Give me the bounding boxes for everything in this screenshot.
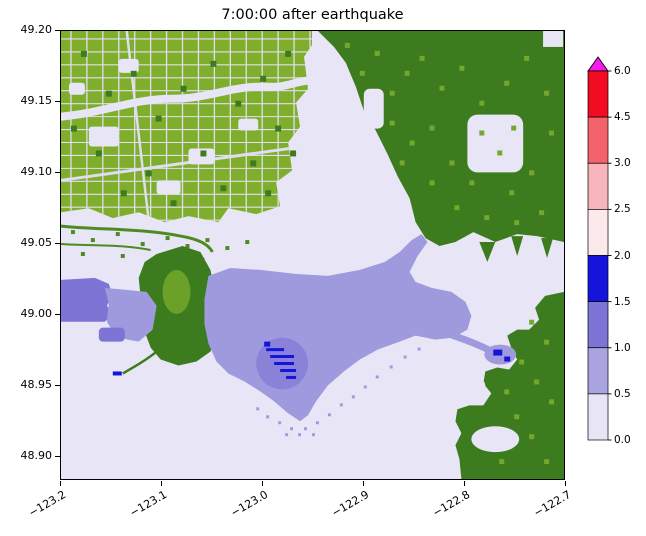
y-tick-mark xyxy=(55,243,60,244)
x-tick-label: −123.1 xyxy=(127,488,170,520)
y-tick-label: 49.20 xyxy=(20,23,53,36)
y-tick-mark xyxy=(55,385,60,386)
y-tick-mark xyxy=(55,101,60,102)
colorbar-tick-label: 1.5 xyxy=(614,295,631,308)
colorbar-tick-label: 2.0 xyxy=(614,249,631,262)
colorbar-segment xyxy=(587,393,609,441)
colorbar-segment xyxy=(587,162,609,210)
colorbar-segment xyxy=(587,209,609,256)
colorbar-tick-label: 0.0 xyxy=(614,434,631,446)
y-tick-label: 49.15 xyxy=(20,94,53,107)
colorbar-segment xyxy=(587,301,609,349)
colorbar-tick-label: 2.5 xyxy=(614,203,631,216)
x-tick-label: −122.9 xyxy=(329,488,372,520)
y-tick-mark xyxy=(55,172,60,173)
y-tick-mark xyxy=(55,456,60,457)
x-tick-mark xyxy=(262,481,263,486)
y-tick-label: 49.00 xyxy=(20,307,53,320)
colorbar-tick-label: 1.0 xyxy=(614,341,631,354)
delta-farmland xyxy=(61,224,250,262)
y-tick-label: 48.90 xyxy=(20,449,53,462)
chart-title: 7:00:00 after earthquake xyxy=(221,7,404,23)
y-tick-label: 48.95 xyxy=(20,378,53,391)
y-tick-mark xyxy=(55,30,60,31)
colorbar-bar xyxy=(587,56,612,441)
colorbar-tick-label: 6.0 xyxy=(614,65,631,77)
x-tick-label: −122.8 xyxy=(430,488,473,520)
x-tick-label: −123.0 xyxy=(228,488,271,520)
plot-area xyxy=(60,30,565,480)
x-tick-mark xyxy=(60,481,61,486)
y-tick-label: 49.05 xyxy=(20,236,53,249)
x-tick-label: −123.2 xyxy=(26,488,69,520)
inundation-map xyxy=(61,31,564,479)
river-channel xyxy=(61,76,320,121)
colorbar-segment xyxy=(587,70,609,118)
x-tick-mark xyxy=(565,481,566,486)
y-tick-mark xyxy=(55,314,60,315)
colorbar-tick-label: 4.5 xyxy=(614,111,631,124)
y-tick-label: 49.10 xyxy=(20,165,53,178)
x-tick-mark xyxy=(161,481,162,486)
urban-land xyxy=(61,31,313,223)
peninsula-land xyxy=(122,246,219,375)
colorbar-segment xyxy=(587,255,609,302)
colorbar-segment xyxy=(587,347,609,395)
southeast-land xyxy=(455,291,564,479)
x-tick-mark xyxy=(363,481,364,486)
colorbar-tick-label: 3.0 xyxy=(614,157,631,170)
x-tick-mark xyxy=(464,481,465,486)
x-tick-label: −122.7 xyxy=(531,488,574,520)
colorbar-extend-triangle xyxy=(587,56,609,72)
forest-land xyxy=(317,31,564,262)
colorbar-segment xyxy=(587,116,609,164)
colorbar-tick-label: 0.5 xyxy=(614,387,631,400)
deep-flood-spots xyxy=(112,341,511,379)
